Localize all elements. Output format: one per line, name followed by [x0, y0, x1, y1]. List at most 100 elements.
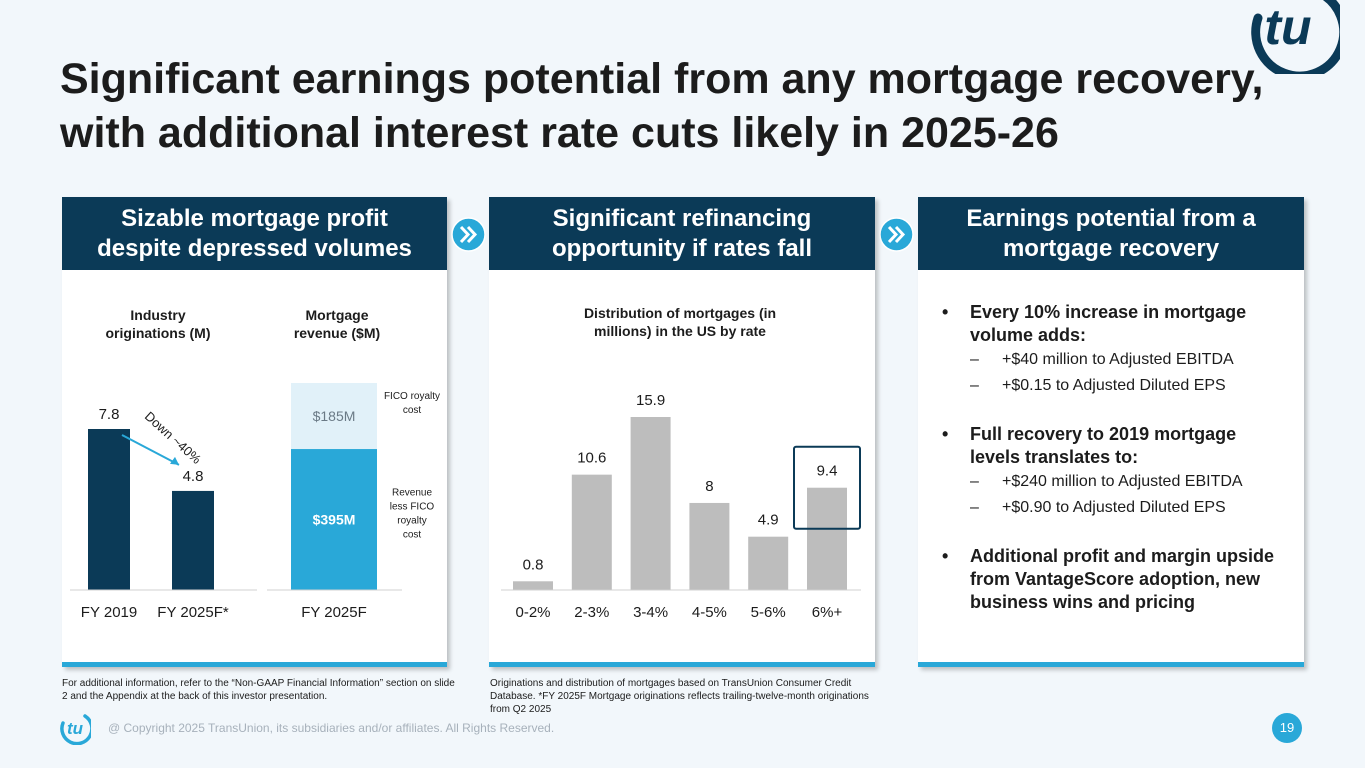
series-legend-label: cost [403, 405, 422, 416]
stacked-bar-segment [291, 449, 377, 590]
bullet-block: • Full recovery to 2019 mortgage levels t… [942, 423, 1287, 521]
svg-text:tu: tu [67, 719, 84, 738]
bar [88, 429, 130, 590]
panel-earnings-potential: Earnings potential from a mortgage recov… [918, 197, 1304, 667]
chart-title: millions) in the US by rate [594, 323, 766, 339]
data-label: 4.8 [183, 468, 204, 485]
bullet-block: • Additional profit and margin upside fro… [942, 545, 1287, 614]
originations-and-revenue-charts: Industry originations (M) 7.8 FY 2019 4.8 FY … [70, 307, 440, 621]
data-label: 4.9 [758, 512, 779, 529]
chart-title: revenue ($M) [294, 325, 380, 341]
bullet-text: Every 10% increase in mortgage volume ad… [970, 302, 1247, 345]
panel-header-line-2: mortgage recovery [1002, 234, 1220, 262]
data-label: 9.4 [817, 463, 838, 480]
series-legend-label: less FICO [390, 502, 435, 513]
copyright-notice: @ Copyright 2025 TransUnion, its subsidi… [108, 721, 555, 735]
sub-bullet-marker: – [970, 499, 979, 516]
sub-bullet-text: +$240 million to Adjusted EBITDA [1002, 473, 1243, 490]
mortgage-rate-distribution-chart: Distribution of mortgages (in millions) i… [501, 305, 861, 621]
series-legend-label: FICO royalty [384, 391, 440, 402]
transunion-small-logo-icon: tu [60, 714, 91, 745]
earnings-bullet-list: • Every 10% increase in mortgage volume a… [942, 301, 1287, 638]
bar [172, 490, 214, 590]
double-chevron-right-icon [879, 217, 914, 252]
bullet-marker: • [942, 424, 949, 444]
sub-bullet-text: +$0.15 to Adjusted Diluted EPS [1002, 377, 1226, 394]
chart-title: originations (M) [106, 325, 211, 341]
bullet-marker: • [942, 302, 949, 322]
tick-label: 5-6% [751, 604, 786, 621]
title-line-2: with additional interest rate cuts likel… [60, 109, 1059, 157]
data-label: 0.8 [523, 556, 544, 573]
panel-accent-bar [918, 662, 1304, 667]
panel-header-line-1: Sizable mortgage profit [121, 204, 388, 232]
bullet-marker: • [942, 546, 949, 566]
panel-accent-bar [62, 662, 447, 667]
sub-bullet-marker: – [970, 473, 979, 490]
slide-title: Significant earnings potential from any … [60, 52, 1280, 160]
chart-title: Industry [130, 307, 185, 323]
bar [807, 487, 847, 590]
tick-label: 3-4% [633, 604, 668, 621]
data-label: 15.9 [636, 392, 665, 409]
panel-accent-bar [489, 662, 875, 667]
panel-refinancing: Significant refinancing opportunity if r… [489, 197, 875, 667]
series-legend-label: cost [403, 530, 422, 541]
chart-title: Mortgage [306, 307, 369, 323]
segment-label: $185M [313, 408, 356, 424]
bar [689, 502, 730, 590]
bullet-item: • Additional profit and margin upside fro… [942, 545, 1287, 614]
data-label: 10.6 [577, 450, 606, 467]
sub-bullet-item: – +$0.90 to Adjusted Diluted EPS [942, 495, 1287, 521]
bullet-text: Additional profit and margin upside from… [970, 546, 1274, 612]
tick-label: 0-2% [515, 604, 550, 621]
sub-bullet-text: +$0.90 to Adjusted Diluted EPS [1002, 499, 1226, 516]
bullet-text: Full recovery to 2019 mortgage levels tr… [970, 424, 1237, 467]
chart-title: Distribution of mortgages (in [584, 305, 776, 321]
tick-label: FY 2025F [301, 604, 367, 621]
tick-label: 6%+ [812, 604, 843, 621]
panel-header-line-1: Significant refinancing [552, 204, 812, 232]
footnote-data-source: Originations and distribution of mortgag… [490, 678, 869, 715]
tick-label: 4-5% [692, 604, 727, 621]
panel-header: Significant refinancing opportunity if r… [489, 197, 875, 270]
sub-bullet-marker: – [970, 351, 979, 368]
tick-label: FY 2019 [81, 604, 137, 621]
segment-label: $395M [313, 512, 356, 528]
trend-arrow-line [121, 434, 180, 466]
page-number: 19 [1272, 713, 1302, 743]
series-legend-label: royalty [397, 516, 426, 527]
sub-bullet-marker: – [970, 377, 979, 394]
panel-header-line-1: Earnings potential from a [966, 204, 1256, 232]
panel-header-line-2: opportunity if rates fall [551, 234, 812, 262]
footnote-non-gaap: For additional information, refer to the… [62, 678, 455, 702]
tick-label: FY 2025F* [157, 604, 229, 621]
series-legend-label: Revenue [392, 488, 432, 499]
svg-text:tu: tu [1264, 0, 1311, 55]
bar [748, 536, 789, 590]
panel-mortgage-profit: Sizable mortgage profit despite depresse… [62, 197, 447, 667]
bar [630, 417, 671, 590]
sub-bullet-text: +$40 million to Adjusted EBITDA [1002, 351, 1234, 368]
sub-bullet-item: – +$40 million to Adjusted EBITDA [942, 347, 1287, 373]
trend-arrow-head-icon [170, 456, 179, 465]
sub-bullet-item: – +$0.15 to Adjusted Diluted EPS [942, 373, 1287, 399]
panel-header: Sizable mortgage profit despite depresse… [62, 197, 447, 270]
sub-bullet-item: – +$240 million to Adjusted EBITDA [942, 469, 1287, 495]
data-label: 7.8 [99, 406, 120, 423]
bar [571, 474, 612, 590]
data-label: 8 [705, 478, 713, 495]
bullet-item: • Every 10% increase in mortgage volume a… [942, 301, 1287, 347]
bullet-item: • Full recovery to 2019 mortgage levels t… [942, 423, 1287, 469]
transunion-logo: tu [1251, 0, 1340, 74]
title-line-1: Significant earnings potential from any … [60, 55, 1264, 103]
bullet-block: • Every 10% increase in mortgage volume a… [942, 301, 1287, 399]
bar [513, 581, 553, 590]
trend-annotation: Down ~40% [142, 409, 205, 468]
tick-label: 2-3% [574, 604, 609, 621]
panel-header-line-2: despite depressed volumes [97, 234, 412, 262]
stacked-bar-segment [291, 383, 377, 450]
panel-header: Earnings potential from a mortgage recov… [918, 197, 1304, 270]
double-chevron-right-icon [451, 217, 486, 252]
highlight-box [793, 445, 861, 530]
